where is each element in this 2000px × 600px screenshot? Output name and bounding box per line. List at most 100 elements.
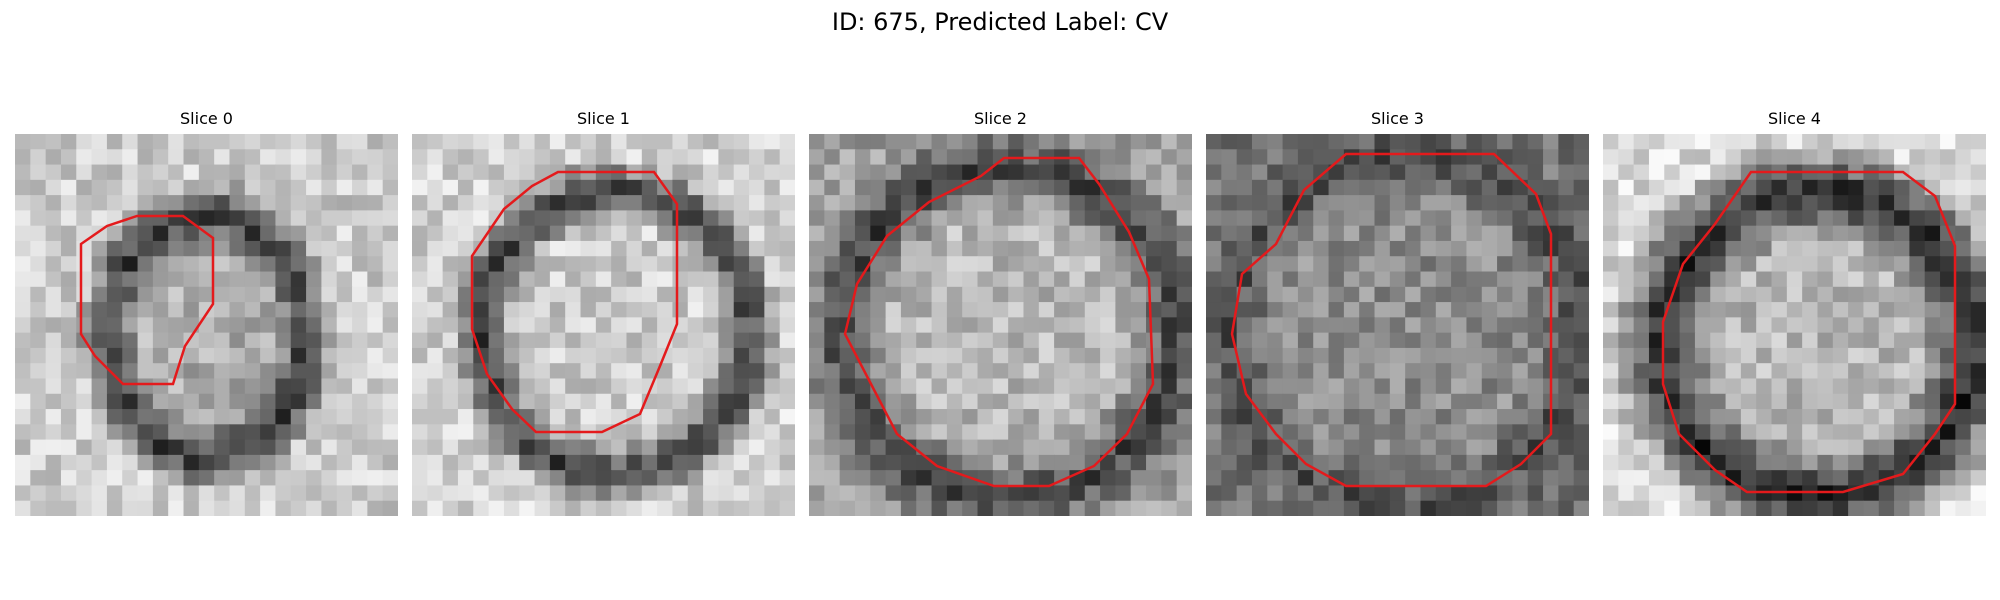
pixel-cell xyxy=(916,378,933,395)
pixel-cell xyxy=(412,454,428,471)
pixel-cell xyxy=(1405,485,1422,502)
pixel-cell xyxy=(91,424,108,441)
pixel-cell xyxy=(1297,256,1314,273)
pixel-cell xyxy=(30,271,47,288)
pixel-cell xyxy=(1420,378,1437,395)
pixel-cell xyxy=(1710,286,1727,303)
pixel-cell xyxy=(900,485,917,502)
pixel-cell xyxy=(626,317,643,334)
pixel-cell xyxy=(641,332,658,349)
pixel-cell xyxy=(45,485,62,502)
pixel-cell xyxy=(488,500,505,516)
pixel-cell xyxy=(60,485,77,502)
pixel-cell xyxy=(1023,454,1040,471)
pixel-cell xyxy=(870,470,887,487)
pixel-cell xyxy=(1710,149,1727,166)
pixel-cell xyxy=(1679,302,1696,318)
pixel-cell xyxy=(1451,485,1468,502)
pixel-cell xyxy=(367,500,384,516)
pixel-cell xyxy=(565,302,582,318)
pixel-cell xyxy=(306,302,322,318)
pixel-cell xyxy=(1100,271,1116,288)
pixel-cell xyxy=(809,470,825,487)
pixel-cell xyxy=(1374,500,1391,516)
pixel-cell xyxy=(1848,134,1865,150)
pixel-cell xyxy=(290,179,307,196)
pixel-cell xyxy=(321,409,338,425)
pixel-cell xyxy=(1251,439,1268,456)
pixel-cell xyxy=(76,393,93,410)
pixel-cell xyxy=(367,332,384,349)
pixel-cell xyxy=(870,271,887,288)
pixel-cell xyxy=(1054,225,1071,242)
pixel-cell xyxy=(1374,454,1391,471)
pixel-cell xyxy=(382,347,398,364)
pixel-cell xyxy=(657,500,674,516)
pixel-cell xyxy=(824,149,841,166)
pixel-cell xyxy=(992,179,1009,196)
pixel-cell xyxy=(1146,454,1162,471)
pixel-cell xyxy=(1497,424,1513,441)
pixel-cell xyxy=(1221,225,1238,242)
pixel-cell xyxy=(1771,439,1788,456)
pixel-cell xyxy=(30,195,47,211)
pixel-cell xyxy=(1374,470,1391,487)
pixel-cell xyxy=(1710,134,1727,150)
pixel-cell xyxy=(1527,256,1544,273)
pixel-cell xyxy=(1894,240,1910,257)
pixel-cell xyxy=(336,424,353,441)
pixel-cell xyxy=(1328,485,1345,502)
pixel-cell xyxy=(1497,317,1513,334)
pixel-cell xyxy=(1664,149,1681,166)
pixel-cell xyxy=(1955,439,1972,456)
pixel-cell xyxy=(900,271,917,288)
pixel-cell xyxy=(870,409,887,425)
pixel-cell xyxy=(152,271,169,288)
pixel-cell xyxy=(534,195,551,211)
pixel-cell xyxy=(183,409,200,425)
pixel-cell xyxy=(214,195,231,211)
pixel-cell xyxy=(764,179,781,196)
pixel-cell xyxy=(1297,424,1314,441)
pixel-cell xyxy=(1389,286,1406,303)
pixel-cell xyxy=(1313,424,1330,441)
pixel-cell xyxy=(824,225,841,242)
pixel-cell xyxy=(1069,347,1086,364)
pixel-cell xyxy=(733,424,750,441)
pixel-cell xyxy=(657,317,674,334)
pixel-cell xyxy=(854,210,871,227)
pixel-cell xyxy=(718,195,735,211)
pixel-cell xyxy=(672,485,689,502)
pixel-cell xyxy=(749,470,765,487)
pixel-cell xyxy=(1512,210,1529,227)
pixel-cell xyxy=(824,179,841,196)
pixel-cell xyxy=(321,302,338,318)
pixel-cell xyxy=(1297,332,1314,349)
pixel-cell xyxy=(1955,363,1972,380)
pixel-cell xyxy=(1725,195,1742,211)
pixel-cell xyxy=(809,195,825,211)
pixel-cell xyxy=(1771,256,1788,273)
pixel-cell xyxy=(1130,317,1147,334)
pixel-cell xyxy=(1161,256,1178,273)
pixel-cell xyxy=(1512,134,1529,150)
pixel-cell xyxy=(91,393,108,410)
pixel-cell xyxy=(352,347,368,364)
slice-title: Slice 3 xyxy=(1371,109,1424,128)
pixel-cell xyxy=(1405,439,1422,456)
pixel-cell xyxy=(457,134,474,150)
pixel-cell xyxy=(1297,164,1314,181)
pixel-cell xyxy=(1940,149,1956,166)
pixel-cell xyxy=(900,134,917,150)
pixel-cell xyxy=(336,378,353,395)
pixel-cell xyxy=(1802,332,1819,349)
pixel-cell xyxy=(1282,347,1299,364)
pixel-cell xyxy=(1038,225,1055,242)
pixel-cell xyxy=(1633,470,1650,487)
pixel-cell xyxy=(977,286,994,303)
pixel-cell xyxy=(1084,409,1101,425)
pixel-cell xyxy=(229,439,246,456)
pixel-cell xyxy=(1100,210,1116,227)
pixel-cell xyxy=(1221,378,1238,395)
pixel-cell xyxy=(657,286,674,303)
